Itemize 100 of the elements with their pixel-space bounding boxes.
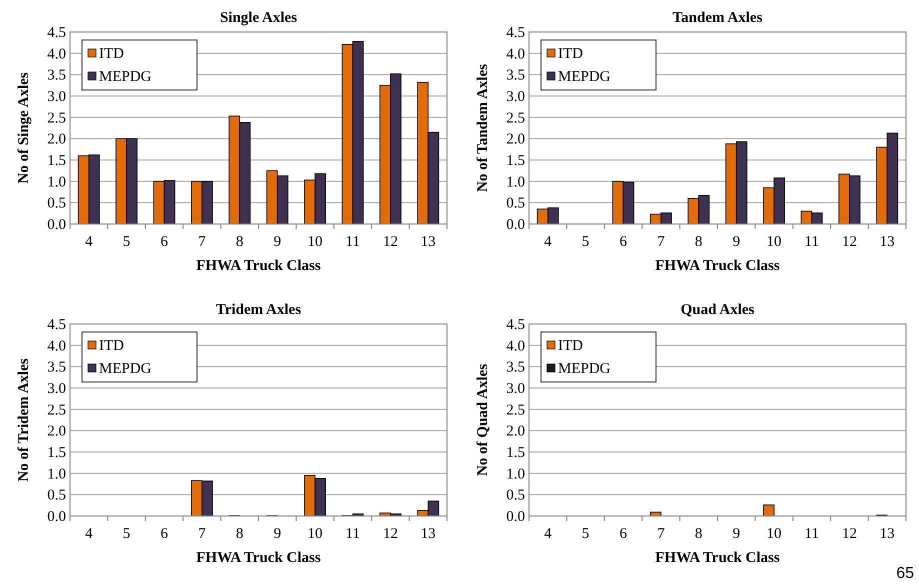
x-axis-title: FHWA Truck Class [196,258,321,274]
y-tick-label: 0.0 [47,217,66,233]
y-tick-label: 3.0 [506,381,525,397]
y-tick-label: 1.0 [506,174,525,190]
x-tick-label: 6 [160,234,168,250]
x-tick-label: 6 [620,234,628,250]
x-tick-label: 12 [382,526,398,542]
x-tick-label: 13 [880,234,895,250]
x-tick-label: 8 [236,234,244,250]
x-axis-title: FHWA Truck Class [655,550,780,566]
y-tick-label: 3.0 [47,89,66,105]
x-tick-label: 5 [582,526,590,542]
legend-label: ITD [99,46,124,62]
x-tick-label: 7 [657,234,666,250]
x-tick-label: 4 [85,526,94,542]
y-tick-label: 3.5 [506,360,525,376]
y-tick-label: 3.5 [506,68,525,84]
x-tick-label: 13 [420,234,436,250]
x-tick-label: 9 [274,526,282,542]
x-tick-label: 7 [657,526,666,542]
legend-label: MEPDG [99,69,152,85]
y-tick-label: 1.5 [506,153,525,169]
y-tick-label: 2.0 [47,424,66,440]
x-tick-label: 8 [236,526,244,542]
y-tick-label: 4.0 [506,46,525,62]
y-tick-label: 4.5 [506,317,525,333]
x-tick-label: 5 [122,234,130,250]
y-tick-label: 1.0 [47,174,66,190]
legend-label: ITD [558,46,584,62]
x-tick-label: 9 [732,234,740,250]
y-tick-label: 1.0 [506,466,525,482]
y-axis-title: No of Tandem Axles [475,64,491,192]
x-axis-title: FHWA Truck Class [196,550,321,566]
x-tick-label: 13 [880,526,895,542]
x-tick-label: 10 [766,234,782,250]
x-tick-label: 4 [544,234,552,250]
y-tick-label: 1.0 [47,466,66,482]
y-tick-label: 2.0 [506,132,525,148]
y-tick-label: 0.0 [47,509,66,525]
chart-title: Tridem Axles [216,302,302,318]
y-tick-label: 3.5 [47,360,66,376]
y-tick-label: 0.5 [506,488,525,504]
x-tick-label: 12 [842,234,857,250]
y-tick-label: 1.5 [47,153,66,169]
x-axis-title: FHWA Truck Class [655,258,780,274]
y-tick-label: 0.0 [506,509,525,525]
x-tick-label: 4 [544,526,552,542]
x-tick-label: 12 [382,234,398,250]
y-tick-label: 2.0 [47,132,66,148]
y-tick-label: 4.0 [506,338,525,354]
x-tick-label: 10 [766,526,782,542]
y-tick-label: 0.5 [506,196,525,212]
y-tick-label: 4.5 [47,317,66,333]
y-tick-label: 1.5 [47,445,66,461]
legend-label: ITD [99,338,124,354]
x-tick-label: 5 [122,526,130,542]
legend-label: MEPDG [558,69,611,85]
y-axis-title: No of Singe Axles [16,72,32,184]
y-tick-label: 3.0 [47,381,66,397]
text: 65 [896,565,914,582]
y-tick-label: 4.0 [47,338,66,354]
x-tick-label: 12 [842,526,857,542]
y-axis-title: No of Tridem Axles [16,358,32,482]
legend-label: ITD [558,338,584,354]
x-tick-label: 10 [308,526,323,542]
x-tick-label: 7 [198,234,206,250]
x-tick-label: 11 [804,234,819,250]
y-tick-label: 2.5 [506,110,525,126]
x-tick-label: 11 [346,526,360,542]
x-tick-label: 9 [732,526,740,542]
x-tick-label: 4 [85,234,94,250]
y-tick-label: 4.5 [506,25,525,41]
y-tick-label: 2.5 [47,110,66,126]
y-tick-label: 3.5 [47,68,66,84]
chart-title: Tandem Axles [672,10,763,26]
legend-label: MEPDG [558,361,611,377]
x-tick-label: 8 [694,234,702,250]
x-tick-label: 8 [694,526,702,542]
x-tick-label: 7 [198,526,206,542]
chart-title: Quad Axles [680,302,755,318]
y-tick-label: 3.0 [506,89,525,105]
y-tick-label: 0.0 [506,217,525,233]
y-tick-label: 2.5 [506,402,525,418]
legend-label: MEPDG [99,361,152,377]
x-tick-label: 10 [308,234,323,250]
y-axis-title: No of Quad Axles [475,364,491,476]
x-tick-label: 13 [420,526,436,542]
y-tick-label: 0.5 [47,196,66,212]
x-tick-label: 5 [582,234,590,250]
x-tick-label: 6 [620,526,628,542]
y-tick-label: 2.5 [47,402,66,418]
x-tick-label: 6 [160,526,168,542]
x-tick-label: 9 [274,234,282,250]
x-tick-label: 11 [804,526,819,542]
x-tick-label: 11 [346,234,360,250]
y-tick-label: 0.5 [47,488,66,504]
y-tick-label: 4.5 [47,25,66,41]
y-tick-label: 1.5 [506,445,525,461]
y-tick-label: 4.0 [47,46,66,62]
chart-title: Single Axles [220,10,298,26]
